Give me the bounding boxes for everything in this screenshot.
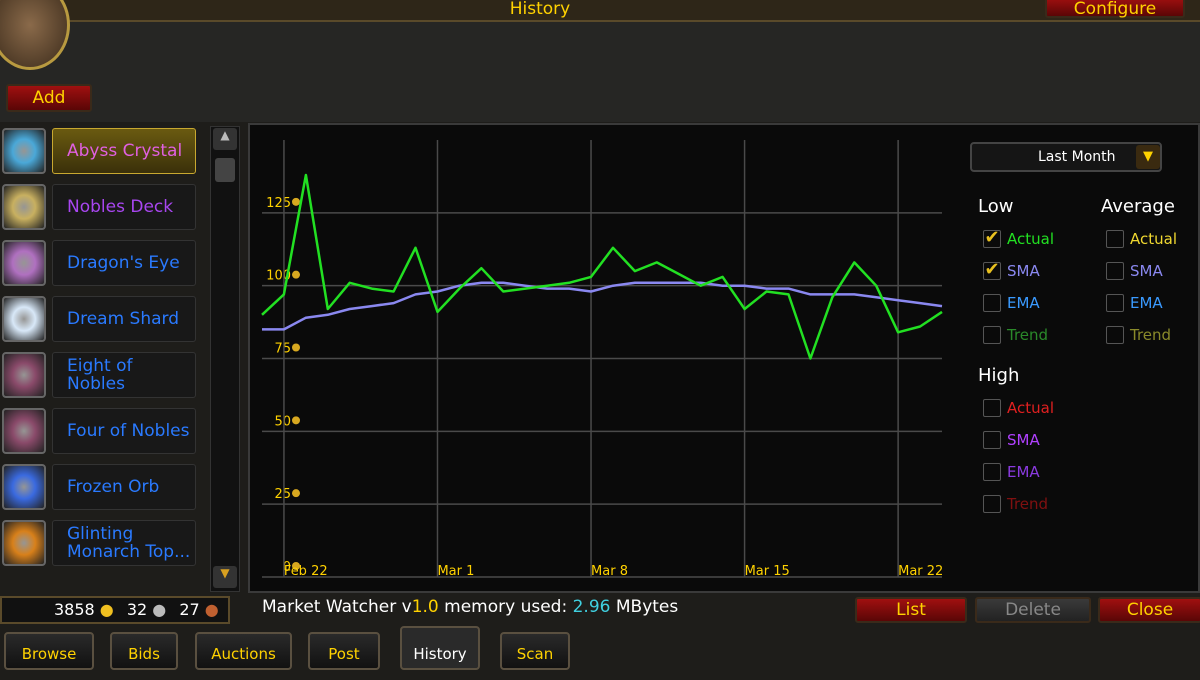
coin bbox=[292, 562, 300, 570]
list-button[interactable]: List bbox=[855, 597, 967, 623]
range-dropdown[interactable]: Last Month bbox=[970, 142, 1162, 172]
tab[interactable]: Auctions bbox=[195, 632, 292, 670]
silver: 32 bbox=[126, 600, 148, 619]
coin bbox=[292, 489, 300, 498]
configure-button[interactable]: Configure bbox=[1045, 0, 1185, 19]
scrollbar bbox=[210, 126, 240, 592]
item-name[interactable]: Eight of Nobles bbox=[52, 352, 196, 398]
copper: 27 bbox=[179, 600, 200, 619]
checkbox-label[interactable]: SMA bbox=[1130, 262, 1163, 280]
memory: 2.96 bbox=[572, 597, 611, 617]
checkbox-label[interactable]: SMA bbox=[1007, 431, 1040, 449]
x-tick-label: Mar 15 bbox=[745, 564, 790, 579]
checkbox[interactable] bbox=[1106, 262, 1124, 280]
window-title: History bbox=[509, 0, 571, 19]
item-icon[interactable] bbox=[2, 128, 46, 174]
item-icon[interactable] bbox=[2, 352, 46, 398]
item-icon[interactable] bbox=[2, 184, 46, 230]
dropdown-arrow[interactable]: ▼ bbox=[1136, 145, 1160, 169]
item-name[interactable]: Abyss Crystal bbox=[52, 128, 196, 174]
checkbox[interactable] bbox=[983, 495, 1001, 513]
close-button[interactable]: Close bbox=[1098, 597, 1200, 623]
tab[interactable]: Scan bbox=[500, 632, 570, 670]
checkbox-label[interactable]: Actual bbox=[1007, 230, 1054, 248]
checkbox-label[interactable]: SMA bbox=[1007, 262, 1040, 280]
legend-group-title: Average bbox=[1101, 196, 1175, 217]
item-name[interactable]: Four of Nobles bbox=[52, 408, 196, 454]
delete-button: Delete bbox=[975, 597, 1091, 623]
addon-name: Market Watcher v bbox=[262, 597, 412, 617]
money: 3858 ● 32 ● 27 ● bbox=[0, 596, 230, 624]
checkbox-label[interactable]: EMA bbox=[1130, 294, 1163, 312]
tab[interactable]: Browse bbox=[4, 632, 94, 670]
add-button[interactable]: Add bbox=[6, 84, 92, 112]
checkbox[interactable] bbox=[983, 431, 1001, 449]
checkbox-label[interactable]: Actual bbox=[1130, 230, 1177, 248]
checkbox[interactable] bbox=[983, 463, 1001, 481]
memory-label: memory used: bbox=[444, 597, 568, 617]
memory-unit: MBytes bbox=[615, 597, 679, 617]
x-tick-label: Feb 22 bbox=[284, 564, 328, 579]
x-tick-label: Mar 8 bbox=[591, 564, 628, 579]
scroll-down[interactable]: ▼ bbox=[213, 566, 237, 588]
line-series bbox=[262, 281, 943, 331]
y-tick-label: 125 bbox=[266, 196, 291, 211]
checkbox-label[interactable]: Trend bbox=[1130, 326, 1172, 344]
item-icon[interactable] bbox=[2, 464, 46, 510]
legend-group-title: High bbox=[978, 365, 1020, 386]
scroll-up[interactable]: ▲ bbox=[213, 128, 237, 150]
checkbox[interactable] bbox=[1106, 294, 1124, 312]
checkbox[interactable]: ✔ bbox=[983, 259, 1001, 280]
y-tick-label: 25 bbox=[274, 487, 291, 502]
item-name[interactable]: Dream Shard bbox=[52, 296, 196, 342]
legend-group-title: Low bbox=[978, 196, 1014, 217]
coin bbox=[292, 197, 300, 206]
y-tick-label: 0 bbox=[283, 560, 291, 575]
tab[interactable]: History bbox=[400, 626, 480, 670]
tab[interactable]: Bids bbox=[110, 632, 178, 670]
checkbox-label[interactable]: EMA bbox=[1007, 294, 1040, 312]
checkbox-label[interactable]: Actual bbox=[1007, 399, 1054, 417]
coin bbox=[292, 343, 300, 352]
top-bar bbox=[0, 0, 1200, 22]
header-panel bbox=[0, 22, 1200, 122]
checkbox-label[interactable]: Trend bbox=[1007, 495, 1049, 513]
item-icon[interactable] bbox=[2, 408, 46, 454]
chart: 0 25 50 75 100 125 Feb 22 Mar 1 Mar 8 Mar 15 Mar 2… bbox=[261, 140, 943, 579]
x-tick-label: Mar 22 bbox=[898, 564, 943, 579]
checkbox-label[interactable]: EMA bbox=[1007, 463, 1040, 481]
item-icon[interactable] bbox=[2, 240, 46, 286]
line-series bbox=[261, 173, 943, 360]
item-name[interactable]: Glinting Monarch Top... bbox=[52, 520, 196, 566]
checkbox[interactable] bbox=[983, 399, 1001, 417]
scroll-thumb[interactable] bbox=[215, 158, 235, 182]
checkbox[interactable]: ✔ bbox=[983, 227, 1001, 248]
item-name[interactable]: Frozen Orb bbox=[52, 464, 196, 510]
x-tick-label: Mar 1 bbox=[437, 564, 474, 579]
item-name[interactable]: Dragon's Eye bbox=[52, 240, 196, 286]
checkbox[interactable] bbox=[1106, 230, 1124, 248]
checkbox[interactable] bbox=[983, 294, 1001, 312]
version: 1.0 bbox=[411, 597, 439, 617]
checkbox[interactable] bbox=[1106, 326, 1124, 344]
y-tick-label: 100 bbox=[266, 269, 291, 284]
checkbox[interactable] bbox=[983, 326, 1001, 344]
item-name[interactable]: Nobles Deck bbox=[52, 184, 196, 230]
checkbox-label[interactable]: Trend bbox=[1007, 326, 1049, 344]
portrait bbox=[0, 0, 70, 70]
coin bbox=[292, 416, 300, 425]
tab[interactable]: Post bbox=[308, 632, 380, 670]
coin bbox=[292, 270, 300, 279]
y-tick-label: 50 bbox=[274, 414, 291, 429]
y-tick-label: 75 bbox=[274, 342, 291, 357]
status: Market Watcher v1.0 memory used: 2.96 MB… bbox=[262, 597, 678, 617]
item-icon[interactable] bbox=[2, 296, 46, 342]
item-icon[interactable] bbox=[2, 520, 46, 566]
gold: 3858 bbox=[54, 600, 95, 619]
